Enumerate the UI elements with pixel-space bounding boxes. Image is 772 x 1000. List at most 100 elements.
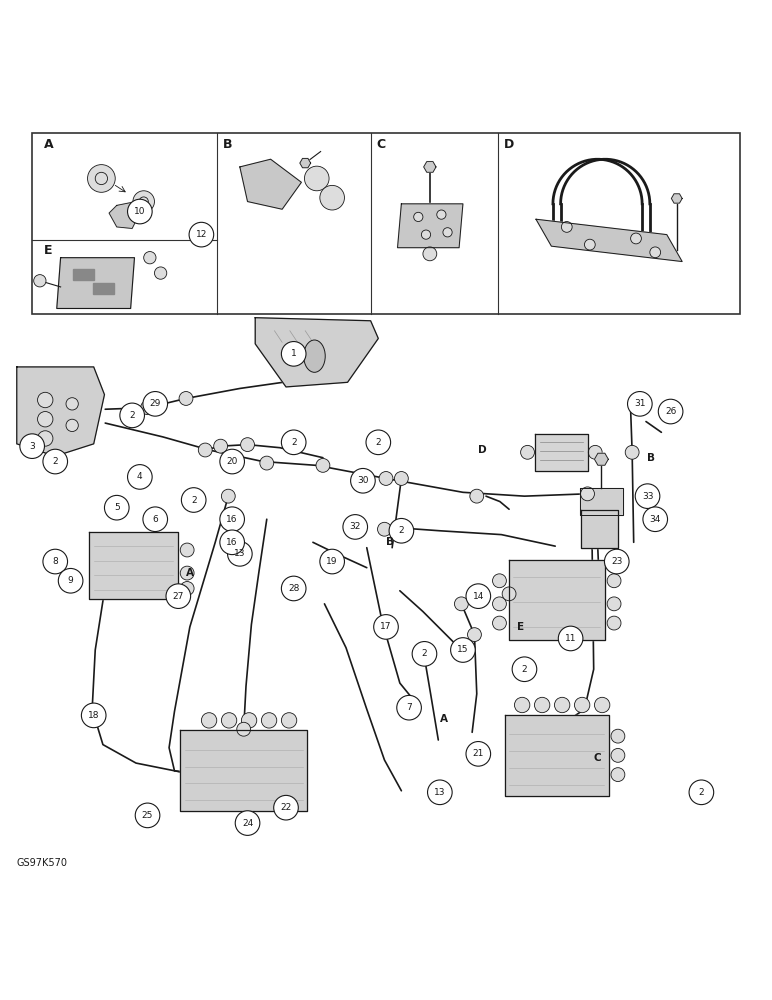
Circle shape bbox=[561, 222, 572, 232]
Text: 29: 29 bbox=[150, 399, 161, 408]
Circle shape bbox=[66, 398, 78, 410]
Circle shape bbox=[180, 582, 194, 595]
Text: 4: 4 bbox=[137, 472, 143, 481]
Text: 1: 1 bbox=[291, 349, 296, 358]
Circle shape bbox=[628, 392, 652, 416]
Circle shape bbox=[166, 584, 191, 608]
Circle shape bbox=[422, 230, 431, 239]
Circle shape bbox=[198, 443, 212, 457]
Circle shape bbox=[607, 597, 621, 611]
Text: 17: 17 bbox=[381, 622, 391, 631]
Circle shape bbox=[418, 651, 432, 665]
Circle shape bbox=[493, 616, 506, 630]
Circle shape bbox=[659, 399, 683, 424]
Polygon shape bbox=[536, 219, 682, 262]
Text: 7: 7 bbox=[406, 703, 412, 712]
Text: 19: 19 bbox=[327, 557, 338, 566]
Polygon shape bbox=[240, 159, 301, 209]
Circle shape bbox=[512, 657, 537, 682]
Text: D: D bbox=[478, 445, 486, 455]
Circle shape bbox=[104, 495, 129, 520]
Circle shape bbox=[611, 768, 625, 782]
Text: 13: 13 bbox=[434, 788, 445, 797]
Circle shape bbox=[607, 616, 621, 630]
Circle shape bbox=[127, 465, 152, 489]
Circle shape bbox=[493, 574, 506, 588]
Text: 28: 28 bbox=[288, 584, 300, 593]
Polygon shape bbox=[109, 202, 140, 228]
Text: 13: 13 bbox=[234, 549, 245, 558]
Text: 22: 22 bbox=[280, 803, 292, 812]
Text: 32: 32 bbox=[350, 522, 361, 531]
Circle shape bbox=[689, 780, 713, 805]
Polygon shape bbox=[90, 532, 178, 599]
Circle shape bbox=[574, 697, 590, 713]
Circle shape bbox=[242, 713, 257, 728]
Text: 34: 34 bbox=[649, 515, 661, 524]
Circle shape bbox=[181, 488, 206, 512]
Circle shape bbox=[374, 615, 398, 639]
Circle shape bbox=[34, 275, 46, 287]
Circle shape bbox=[366, 430, 391, 455]
Text: 8: 8 bbox=[52, 557, 58, 566]
Circle shape bbox=[584, 239, 595, 250]
Text: 2: 2 bbox=[522, 665, 527, 674]
Circle shape bbox=[201, 713, 217, 728]
Text: 16: 16 bbox=[226, 538, 238, 547]
Circle shape bbox=[581, 487, 594, 501]
Circle shape bbox=[189, 222, 214, 247]
Circle shape bbox=[389, 518, 414, 543]
Circle shape bbox=[316, 458, 330, 472]
Circle shape bbox=[127, 199, 152, 224]
Text: 3: 3 bbox=[29, 442, 35, 451]
Text: A: A bbox=[186, 568, 194, 578]
Circle shape bbox=[281, 342, 306, 366]
Circle shape bbox=[635, 484, 660, 508]
Circle shape bbox=[66, 419, 78, 432]
Text: 5: 5 bbox=[114, 503, 120, 512]
Text: B: B bbox=[386, 537, 394, 547]
Circle shape bbox=[59, 568, 83, 593]
Circle shape bbox=[220, 449, 245, 474]
Circle shape bbox=[180, 543, 194, 557]
Circle shape bbox=[144, 252, 156, 264]
Text: 9: 9 bbox=[68, 576, 73, 585]
Text: D: D bbox=[503, 138, 514, 151]
Polygon shape bbox=[57, 258, 134, 308]
Text: 20: 20 bbox=[226, 457, 238, 466]
Circle shape bbox=[514, 697, 530, 713]
Text: 10: 10 bbox=[134, 207, 146, 216]
Circle shape bbox=[643, 507, 668, 532]
Text: 27: 27 bbox=[173, 592, 184, 601]
Circle shape bbox=[611, 729, 625, 743]
Polygon shape bbox=[594, 453, 608, 465]
Circle shape bbox=[227, 533, 241, 547]
Circle shape bbox=[350, 468, 375, 493]
Text: 26: 26 bbox=[665, 407, 676, 416]
Circle shape bbox=[228, 542, 252, 566]
Circle shape bbox=[220, 530, 245, 555]
Polygon shape bbox=[180, 730, 307, 811]
Circle shape bbox=[343, 515, 367, 539]
Polygon shape bbox=[509, 560, 604, 640]
Text: B: B bbox=[648, 453, 655, 463]
Ellipse shape bbox=[303, 340, 325, 372]
Circle shape bbox=[143, 392, 168, 416]
Text: A: A bbox=[44, 138, 53, 151]
Circle shape bbox=[611, 748, 625, 762]
Circle shape bbox=[554, 697, 570, 713]
Text: C: C bbox=[377, 138, 386, 151]
Text: A: A bbox=[440, 714, 448, 724]
Circle shape bbox=[466, 584, 491, 608]
Text: 11: 11 bbox=[565, 634, 577, 643]
Circle shape bbox=[412, 642, 437, 666]
Circle shape bbox=[81, 703, 106, 728]
Text: C: C bbox=[594, 753, 601, 763]
Circle shape bbox=[650, 247, 661, 258]
Circle shape bbox=[20, 434, 45, 458]
Polygon shape bbox=[300, 158, 310, 168]
Circle shape bbox=[135, 803, 160, 828]
Circle shape bbox=[38, 431, 53, 446]
Text: 23: 23 bbox=[611, 557, 622, 566]
Polygon shape bbox=[73, 269, 94, 280]
